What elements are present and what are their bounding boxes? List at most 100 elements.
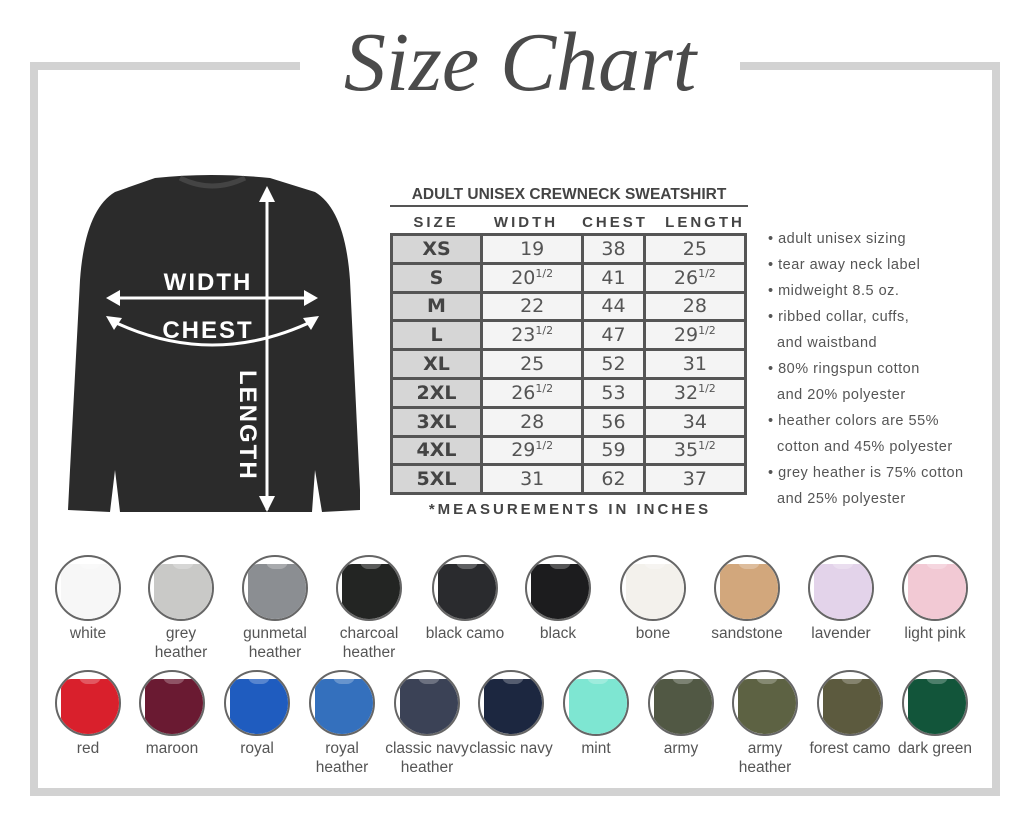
- color-swatch[interactable]: gunmetal heather: [233, 555, 317, 662]
- chest-cell: 41: [581, 261, 646, 294]
- color-swatch[interactable]: mint: [554, 670, 638, 758]
- color-swatch[interactable]: bone: [611, 555, 695, 643]
- chest-cell: 52: [581, 348, 646, 380]
- value-whole: 29: [511, 439, 536, 462]
- color-swatch[interactable]: royal: [215, 670, 299, 758]
- color-swatch[interactable]: dark green: [893, 670, 977, 758]
- color-swatch[interactable]: white: [46, 555, 130, 643]
- arrowhead-icon: [259, 496, 275, 512]
- size-cell: S: [390, 261, 483, 294]
- length-cell: 321/2: [642, 376, 748, 409]
- width-cell: 25: [479, 348, 585, 380]
- color-swatch[interactable]: charcoal heather: [327, 555, 411, 662]
- color-swatch[interactable]: black camo: [423, 555, 507, 643]
- swatch-circle: [394, 670, 460, 736]
- swatch-circle: [620, 555, 686, 621]
- swatch-circle: [817, 670, 883, 736]
- value-whole: 25: [682, 237, 707, 260]
- color-swatch[interactable]: lavender: [799, 555, 883, 643]
- length-label: LENGTH: [234, 370, 261, 481]
- length-cell: 25: [642, 233, 748, 265]
- value-whole: 62: [601, 468, 626, 491]
- size-cell: 4XL: [390, 434, 483, 467]
- table-row: S 201/2 41 261/2: [390, 261, 748, 294]
- value-fraction: 1/2: [698, 324, 716, 338]
- value-fraction: 1/2: [698, 439, 716, 453]
- swatch-label: royal: [240, 740, 274, 757]
- arrowhead-icon: [259, 186, 275, 202]
- swatch-circle: [902, 555, 968, 621]
- color-swatch[interactable]: classic navy heather: [385, 670, 469, 777]
- swatch-label: mint: [581, 740, 611, 757]
- page-title: Size Chart: [300, 0, 740, 125]
- note-line: • heather colors are 55%: [768, 413, 940, 429]
- chest-cell: 59: [581, 434, 646, 467]
- value-fraction: 1/2: [698, 266, 716, 280]
- width-cell: 261/2: [479, 376, 585, 409]
- color-swatch[interactable]: black: [516, 555, 600, 643]
- swatch-label: classic navy: [469, 740, 553, 757]
- swatch-circle: [902, 670, 968, 736]
- color-swatch[interactable]: forest camo: [808, 670, 892, 758]
- swatch-circle: [139, 670, 205, 736]
- length-cell: 261/2: [642, 261, 748, 294]
- value-whole: 31: [682, 353, 707, 376]
- width-cell: 201/2: [479, 261, 585, 294]
- swatch-circle: [714, 555, 780, 621]
- value-whole: 25: [520, 353, 545, 376]
- color-swatch[interactable]: light pink: [893, 555, 977, 643]
- table-row: XS 19 38 25: [390, 233, 748, 265]
- column-header-chest: CHEST: [582, 214, 648, 231]
- note-line: • grey heather is 75% cotton: [768, 465, 964, 481]
- value-whole: 44: [601, 295, 626, 318]
- value-whole: 28: [520, 410, 545, 433]
- swatch-label: dark green: [897, 740, 973, 757]
- swatch-circle: [309, 670, 375, 736]
- color-swatch[interactable]: maroon: [130, 670, 214, 758]
- width-label: WIDTH: [164, 269, 253, 296]
- length-cell: 31: [642, 348, 748, 380]
- swatch-label: black camo: [425, 625, 505, 642]
- color-swatch[interactable]: army heather: [723, 670, 807, 777]
- size-cell: XS: [390, 233, 483, 265]
- note-line: and 20% polyester: [768, 387, 906, 403]
- note-line: • 80% ringspun cotton: [768, 361, 920, 377]
- color-swatch[interactable]: royal heather: [300, 670, 384, 777]
- color-swatch[interactable]: sandstone: [705, 555, 789, 643]
- swatch-label: red: [76, 740, 100, 757]
- size-cell: 2XL: [390, 376, 483, 409]
- table-title: ADULT UNISEX CREWNECK SWEATSHIRT: [390, 186, 748, 207]
- value-whole: 28: [682, 295, 707, 318]
- color-swatch[interactable]: army: [639, 670, 723, 758]
- chest-cell: 44: [581, 290, 646, 323]
- swatch-label: grey heather: [154, 625, 208, 661]
- color-swatch[interactable]: grey heather: [139, 555, 223, 662]
- width-cell: 291/2: [479, 434, 585, 467]
- note-line: cotton and 45% polyester: [768, 439, 953, 455]
- arrowhead-icon: [304, 290, 318, 306]
- value-fraction: 1/2: [535, 381, 554, 395]
- size-cell: M: [390, 290, 483, 323]
- note-line: • tear away neck label: [768, 257, 921, 273]
- chest-cell: 62: [581, 463, 646, 496]
- swatch-circle: [525, 555, 591, 621]
- color-swatch[interactable]: red: [46, 670, 130, 758]
- swatch-label: lavender: [811, 625, 871, 642]
- column-header-length: LENGTH: [665, 214, 745, 231]
- length-cell: 28: [642, 290, 748, 323]
- value-whole: 53: [601, 381, 626, 404]
- swatch-label: forest camo: [809, 740, 891, 757]
- chest-arrow: [109, 318, 316, 347]
- value-whole: 41: [601, 266, 626, 289]
- swatch-label: charcoal heather: [339, 625, 399, 661]
- value-whole: 37: [682, 468, 707, 491]
- color-swatch[interactable]: classic navy: [469, 670, 553, 758]
- chest-cell: 38: [581, 233, 646, 265]
- width-cell: 19: [479, 233, 585, 265]
- swatch-circle: [336, 555, 402, 621]
- value-whole: 20: [511, 266, 536, 289]
- length-cell: 291/2: [642, 319, 748, 352]
- swatch-circle: [432, 555, 498, 621]
- swatch-label: army heather: [738, 740, 792, 776]
- value-whole: 52: [601, 353, 626, 376]
